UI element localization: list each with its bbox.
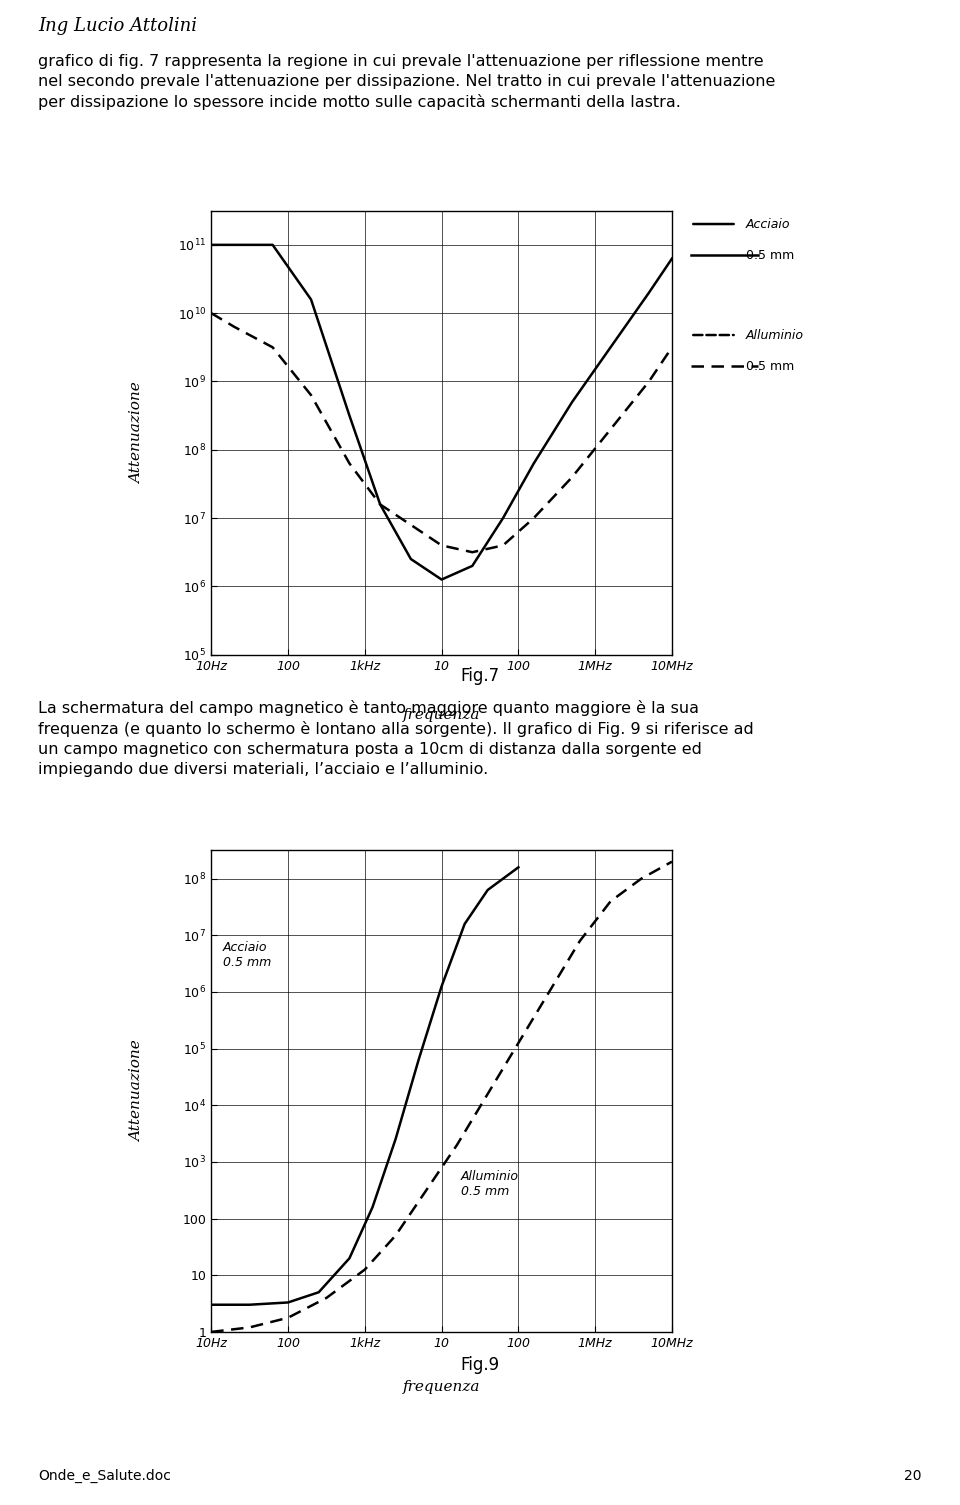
Text: 0.5 mm: 0.5 mm: [746, 360, 794, 373]
Text: Ing Lucio Attolini: Ing Lucio Attolini: [38, 18, 198, 35]
Text: Acciaio: Acciaio: [746, 218, 790, 230]
Text: grafico di fig. 7 rappresenta la regione in cui prevale l'attenuazione per rifle: grafico di fig. 7 rappresenta la regione…: [38, 54, 776, 110]
Text: Onde_e_Salute.doc: Onde_e_Salute.doc: [38, 1469, 171, 1484]
Text: frequenza: frequenza: [403, 707, 480, 722]
Text: Acciaio
0.5 mm: Acciaio 0.5 mm: [223, 941, 271, 969]
Text: Attenuazione: Attenuazione: [131, 1040, 144, 1142]
Text: Alluminio: Alluminio: [746, 328, 804, 342]
Text: La schermatura del campo magnetico è tanto maggiore quanto maggiore è la sua
fre: La schermatura del campo magnetico è tan…: [38, 700, 755, 777]
Text: Fig.9: Fig.9: [461, 1356, 499, 1374]
Text: 0.5 mm: 0.5 mm: [746, 248, 794, 262]
Text: frequenza: frequenza: [403, 1380, 480, 1394]
Text: Fig.7: Fig.7: [461, 667, 499, 685]
Text: Attenuazione: Attenuazione: [131, 382, 144, 483]
Text: 20: 20: [904, 1469, 922, 1484]
Text: Alluminio
0.5 mm: Alluminio 0.5 mm: [461, 1171, 518, 1198]
